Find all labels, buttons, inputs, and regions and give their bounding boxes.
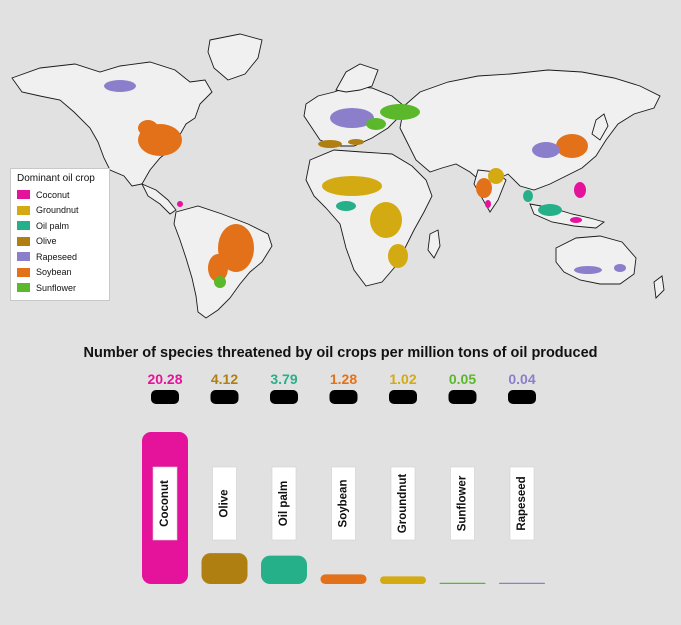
category-label: Sunflower: [457, 475, 469, 531]
legend-item: Oil palm: [17, 218, 103, 234]
value-pill: [151, 390, 179, 404]
value-label: 0.05: [449, 371, 476, 387]
category-label: Oil palm: [278, 481, 290, 526]
bar: [321, 574, 367, 584]
legend-item: Rapeseed: [17, 249, 103, 265]
central-america-landmass: [142, 184, 176, 214]
legend-swatch: [17, 268, 30, 277]
legend-label: Rapeseed: [36, 252, 77, 262]
australia-landmass: [556, 236, 636, 284]
new-zealand-landmass: [654, 276, 664, 298]
legend-label: Oil palm: [36, 221, 69, 231]
value-label: 4.12: [211, 371, 238, 387]
legend-item: Olive: [17, 234, 103, 250]
chart-title: Number of species threatened by oil crop…: [0, 345, 681, 361]
legend-item: Coconut: [17, 187, 103, 203]
legend-swatch: [17, 221, 30, 230]
legend-swatch: [17, 237, 30, 246]
greenland-landmass: [208, 34, 262, 80]
bar-chart: 20.28 Coconut 4.12 Olive 3.79 Oil palm 1.28 Soy…: [0, 360, 681, 625]
category-label: Coconut: [159, 480, 171, 527]
bar: [202, 553, 248, 584]
legend-swatch: [17, 283, 30, 292]
legend-swatch: [17, 252, 30, 261]
bar: [261, 556, 307, 584]
bar: [380, 576, 426, 584]
legend-title: Dominant oil crop: [17, 173, 103, 184]
value-label: 3.79: [270, 371, 297, 387]
madagascar-landmass: [428, 230, 440, 258]
value-pill: [508, 390, 536, 404]
legend-swatch: [17, 206, 30, 215]
bar: [440, 583, 486, 584]
category-label: Groundnut: [397, 474, 409, 534]
legend-item: Groundnut: [17, 203, 103, 219]
legend-item: Sunflower: [17, 280, 103, 296]
legend-label: Groundnut: [36, 205, 79, 215]
legend-swatch: [17, 190, 30, 199]
category-label: Soybean: [338, 480, 350, 528]
legend-label: Sunflower: [36, 283, 76, 293]
africa-landmass: [306, 150, 432, 286]
value-pill: [389, 390, 417, 404]
value-label: 1.28: [330, 371, 357, 387]
value-label: 1.02: [389, 371, 416, 387]
value-pill: [330, 390, 358, 404]
value-label: 0.04: [508, 371, 535, 387]
asia-landmass: [400, 70, 660, 190]
value-pill: [270, 390, 298, 404]
legend-item: Soybean: [17, 265, 103, 281]
legend-label: Olive: [36, 236, 57, 246]
value-pill: [211, 390, 239, 404]
category-label: Rapeseed: [516, 476, 528, 530]
legend-items: Coconut Groundnut Oil palm Olive Rapeseed Soy…: [17, 187, 103, 296]
legend-label: Soybean: [36, 267, 72, 277]
category-label: Olive: [219, 489, 231, 517]
value-label: 20.28: [147, 371, 182, 387]
bar: [499, 583, 545, 584]
legend-label: Coconut: [36, 190, 70, 200]
value-pill: [449, 390, 477, 404]
crop-legend: Dominant oil crop Coconut Groundnut Oil pa…: [10, 168, 110, 301]
